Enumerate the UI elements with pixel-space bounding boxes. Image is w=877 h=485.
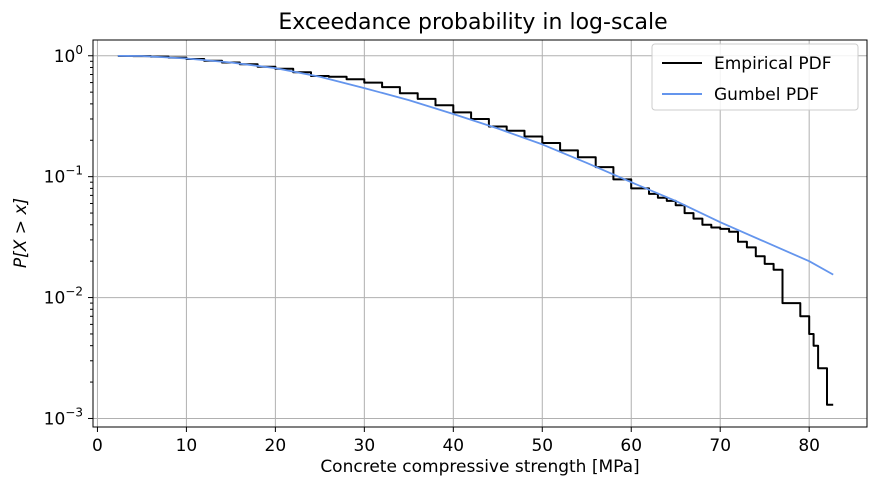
legend: Empirical PDF Gumbel PDF (651, 43, 859, 111)
x-tick-label: 0 (92, 436, 103, 456)
x-tick-label: 30 (354, 436, 376, 456)
x-tick-label: 50 (531, 436, 553, 456)
ticks: 0 10 20 30 40 50 60 70 80 100 10−1 10−2 10−3 (44, 43, 820, 456)
legend-box (651, 43, 859, 111)
legend-label-gumbel: Gumbel PDF (714, 85, 819, 105)
series-line-gumbel (117, 55, 834, 276)
x-tick-label: 40 (442, 436, 464, 456)
y-tick-label: 10−2 (44, 285, 83, 309)
y-axis-label: P[X > x] (11, 198, 31, 268)
y-tick-label: 100 (54, 43, 83, 67)
legend-label-empirical: Empirical PDF (714, 54, 832, 74)
chart-title: Exceedance probability in log-scale (278, 10, 667, 35)
x-tick-label: 10 (176, 436, 198, 456)
series-line-empirical (117, 55, 834, 406)
x-axis-label: Concrete compressive strength [MPa] (320, 457, 639, 477)
y-tick-label: 10−3 (44, 405, 83, 429)
y-tick-label: 10−1 (44, 164, 83, 188)
plot-frame (92, 39, 868, 428)
x-tick-label: 20 (265, 436, 287, 456)
x-tick-label: 80 (798, 436, 820, 456)
x-tick-label: 70 (709, 436, 731, 456)
series-layer (117, 55, 834, 406)
x-tick-label: 60 (620, 436, 642, 456)
